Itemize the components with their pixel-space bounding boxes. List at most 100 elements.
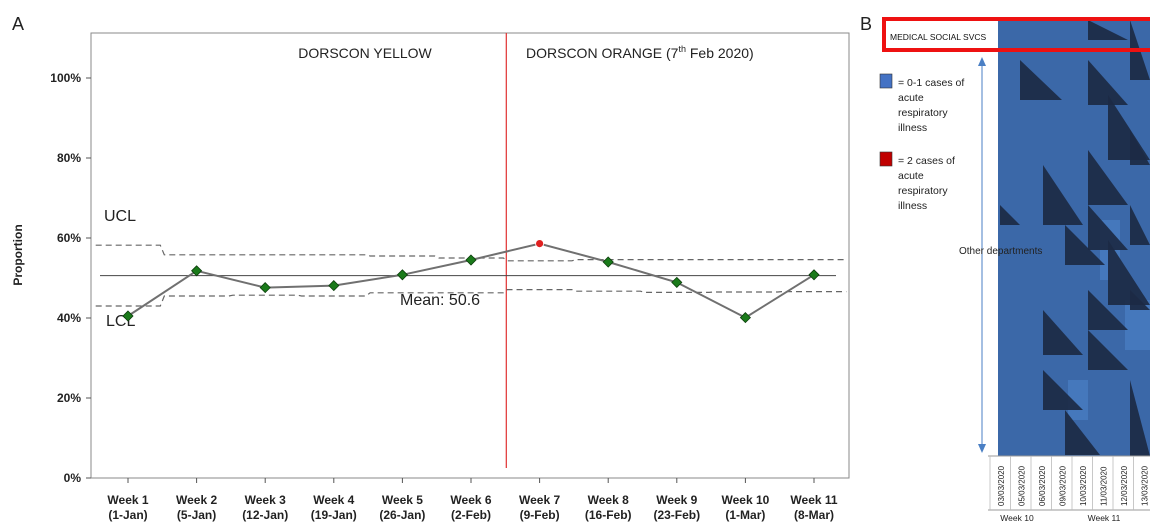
control-lines: [95, 33, 847, 468]
legend-text: illness: [898, 122, 927, 134]
other-departments-label: Other departments: [959, 246, 1042, 257]
date-label: 09/03/2020: [1059, 465, 1068, 506]
data-point: [602, 256, 614, 268]
date-axis: 03/03/2020 05/03/2020 06/03/2020 09/03/2020…: [988, 455, 1150, 511]
legend-text: respiratory: [898, 107, 948, 119]
data-point: [328, 280, 340, 292]
legend-text: illness: [898, 200, 927, 212]
x-tick-sublabel: (12-Jan): [242, 508, 288, 522]
legend: = 0-1 cases of acute respiratory illness = 2…: [879, 73, 964, 212]
x-tick-sublabel: (26-Jan): [379, 508, 425, 522]
x-tick-label: Week 7: [519, 493, 560, 507]
heatmap-cell-dark: [1065, 410, 1100, 455]
out-of-control-point: [535, 239, 544, 249]
x-tick-label: Week 4: [313, 493, 354, 507]
legend-text: respiratory: [898, 185, 948, 197]
heatmap: [998, 19, 1150, 456]
heatmap-cell-dark: [1088, 150, 1128, 205]
legend-text: = 2 cases of: [898, 155, 955, 167]
heatmap-cell-dark: [1108, 240, 1150, 305]
phase-2-label: DORSCON ORANGE (7th Feb 2020): [526, 44, 754, 61]
x-tick-label: Week 8: [588, 493, 629, 507]
heatmap-cell-dark: [1088, 60, 1128, 105]
panel-b: B MEDICAL SOCIAL SVCS = 0-1 cases of acut…: [860, 14, 1150, 522]
week-label: Week 11: [1088, 513, 1121, 522]
panel-a-label: A: [12, 14, 24, 34]
heatmap-cell-dark: [1088, 20, 1128, 40]
panel-a: A DORSCON YELLOW DORSCON ORANGE (7th Feb…: [11, 14, 850, 522]
y-tick-label: 60%: [57, 231, 81, 245]
heatmap-cell-dark: [1130, 205, 1150, 245]
week-label: Week 10: [1000, 513, 1034, 522]
x-tick-sublabel: (23-Feb): [653, 508, 700, 522]
legend-swatch: [879, 73, 893, 89]
data-point: [191, 265, 203, 277]
y-tick-label: 40%: [57, 311, 81, 325]
x-tick-label: Week 9: [656, 493, 697, 507]
date-label: 03/03/2020: [997, 465, 1006, 506]
heatmap-cell-dark: [1000, 205, 1020, 225]
arrow-head-down-icon: [978, 444, 986, 453]
legend-swatch: [879, 151, 893, 167]
x-tick-sublabel: (9-Feb): [520, 508, 560, 522]
heatmap-cell-dark: [1088, 290, 1128, 330]
panel-b-label: B: [860, 14, 872, 34]
date-label: 05/03/2020: [1018, 465, 1027, 506]
data-point: [259, 282, 271, 294]
y-axis: 0% 20% 40% 60% 80% 100%: [50, 71, 91, 485]
x-tick-label: Week 1: [107, 493, 148, 507]
x-tick-sublabel: (8-Mar): [794, 508, 834, 522]
ucl-label: UCL: [104, 208, 136, 225]
data-series: [122, 239, 820, 324]
legend-text: acute: [898, 92, 924, 104]
date-label: 13/03/2020: [1141, 465, 1150, 506]
lcl-line: [95, 289, 847, 307]
x-axis: Week 1(1-Jan) Week 2(5-Jan) Week 3(12-Jan)…: [107, 478, 838, 522]
y-axis-label: Proportion: [11, 224, 25, 285]
heatmap-cell-dark: [1130, 290, 1150, 310]
x-tick-label: Week 10: [721, 493, 769, 507]
heatmap-cell-dark: [1020, 60, 1062, 100]
date-label: 12/03/2020: [1120, 465, 1129, 506]
legend-text: = 0-1 cases of: [898, 77, 964, 89]
heatmap-cell-dark: [1088, 330, 1128, 370]
arrow-head-up-icon: [978, 57, 986, 66]
mean-label: Mean: 50.6: [400, 292, 480, 309]
x-tick-sublabel: (5-Jan): [177, 508, 216, 522]
x-tick-label: Week 6: [450, 493, 491, 507]
y-tick-label: 100%: [50, 71, 81, 85]
y-tick-label: 0%: [64, 471, 82, 485]
data-point: [122, 310, 134, 322]
data-point: [465, 254, 477, 266]
heatmap-cell-dark: [1088, 205, 1128, 250]
date-label: 11/03/2020: [1100, 466, 1109, 506]
x-tick-label: Week 2: [176, 493, 217, 507]
data-point: [671, 276, 683, 288]
heatmap-cell-dark: [1130, 130, 1150, 165]
highlight-row-label: MEDICAL SOCIAL SVCS: [890, 32, 987, 42]
heatmap-cell-dark: [1108, 95, 1150, 160]
data-point: [396, 269, 408, 281]
heatmap-cell-dark: [1130, 380, 1150, 456]
legend-text: acute: [898, 170, 924, 182]
x-tick-sublabel: (1-Jan): [108, 508, 147, 522]
highlight-box: [882, 17, 1150, 52]
y-tick-label: 20%: [57, 391, 81, 405]
x-tick-label: Week 11: [790, 493, 837, 507]
x-tick-label: Week 5: [382, 493, 423, 507]
date-label: 10/03/2020: [1079, 465, 1088, 506]
phase-1-label: DORSCON YELLOW: [298, 45, 432, 61]
x-tick-sublabel: (1-Mar): [725, 508, 765, 522]
x-tick-label: Week 3: [245, 493, 286, 507]
plot-frame: [90, 32, 850, 479]
data-point: [808, 269, 820, 281]
date-label: 06/03/2020: [1038, 465, 1047, 506]
heatmap-cell-dark: [1043, 165, 1083, 225]
data-point: [739, 312, 751, 324]
heatmap-cell-dark: [1065, 225, 1105, 265]
x-tick-sublabel: (2-Feb): [451, 508, 491, 522]
x-tick-sublabel: (19-Jan): [311, 508, 357, 522]
heatmap-cell-dark: [1043, 310, 1083, 355]
x-tick-sublabel: (16-Feb): [585, 508, 632, 522]
